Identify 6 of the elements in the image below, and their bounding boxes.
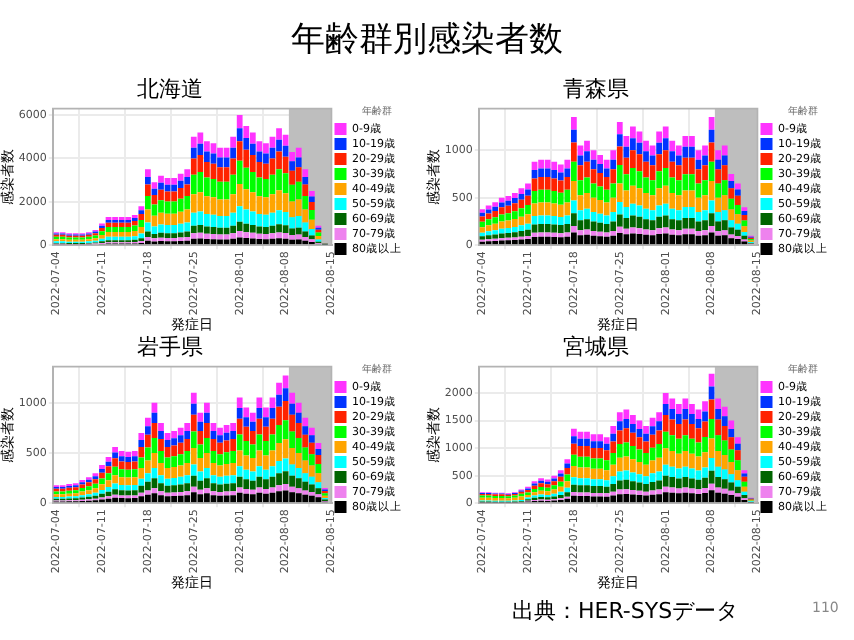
chart-title: 青森県: [561, 74, 631, 104]
chart-title: 宮城県: [561, 332, 631, 362]
source-note: 出典：HER-SYSデータ: [512, 596, 739, 626]
text: 年齢群別感染者数: [289, 18, 565, 62]
chart-title: 北海道: [135, 74, 205, 104]
chart-title: 岩手県: [135, 332, 205, 362]
